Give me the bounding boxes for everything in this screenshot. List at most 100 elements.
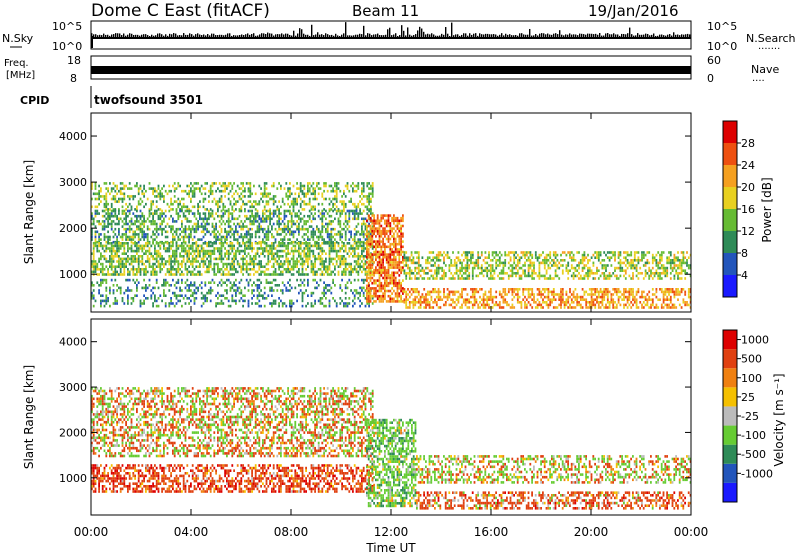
heatmap-cell — [190, 252, 192, 255]
heatmap-cell — [148, 278, 151, 282]
heatmap-cell — [163, 220, 165, 223]
heatmap-cell — [154, 294, 156, 297]
heatmap-cell — [96, 249, 99, 253]
heatmap-cell — [330, 189, 333, 193]
heatmap-cell — [188, 244, 190, 248]
heatmap-cell — [491, 277, 494, 280]
heatmap-cell — [211, 189, 214, 193]
heatmap-cell — [152, 200, 154, 203]
nsky-bar — [91, 36, 93, 48]
heatmap-cell — [235, 217, 237, 221]
heatmap-cell — [369, 235, 372, 238]
heatmap-cell — [382, 271, 384, 275]
heatmap-cell — [197, 205, 199, 209]
nsky-bar — [501, 33, 503, 37]
heatmap-cell — [229, 200, 232, 203]
heatmap-cell — [378, 245, 381, 249]
heatmap-cell — [538, 253, 541, 257]
heatmap-cell — [414, 274, 417, 278]
heatmap-cell — [114, 222, 117, 226]
heatmap-cell — [303, 222, 306, 226]
heatmap-cell — [184, 265, 187, 268]
heatmap-cell — [289, 242, 291, 245]
heatmap-cell — [152, 273, 154, 276]
heatmap-cell — [245, 262, 248, 266]
heatmap-cell — [92, 255, 95, 258]
heatmap-cell — [308, 217, 311, 221]
heatmap-cell — [393, 276, 395, 280]
heatmap-cell — [209, 184, 212, 188]
heatmap-cell — [308, 214, 311, 218]
heatmap-cell — [215, 257, 217, 261]
heatmap-cell — [464, 269, 467, 272]
heatmap-cell — [533, 264, 535, 267]
heatmap-cell — [127, 235, 129, 239]
heatmap-cell — [419, 274, 422, 278]
heatmap-cell — [193, 192, 196, 196]
heatmap-cell — [262, 212, 264, 215]
heatmap-cell — [134, 195, 136, 198]
heatmap-cell — [164, 273, 167, 276]
heatmap-cell — [245, 233, 248, 236]
heatmap-cell — [280, 255, 282, 258]
heatmap-cell — [146, 242, 149, 245]
nsky-bar — [491, 34, 493, 37]
heatmap-cell — [538, 269, 541, 272]
heatmap-cell — [380, 266, 383, 269]
heatmap-cell — [170, 262, 172, 266]
heatmap-cell — [301, 281, 304, 284]
heatmap-cell — [323, 238, 325, 241]
heatmap-cell — [105, 299, 108, 303]
heatmap-cell — [238, 225, 241, 228]
heatmap-cell — [96, 281, 99, 284]
heatmap-cell — [565, 264, 568, 267]
heatmap-cell — [245, 255, 248, 258]
heatmap-cell — [181, 278, 183, 282]
heatmap-cell — [299, 242, 302, 245]
heatmap-cell — [319, 233, 322, 236]
heatmap-cell — [188, 235, 190, 239]
heatmap-cell — [516, 253, 519, 257]
heatmap-cell — [369, 219, 372, 223]
heatmap-cell — [177, 184, 180, 188]
heatmap-cell — [132, 297, 135, 300]
heatmap-cell — [269, 220, 271, 223]
heatmap-cell — [269, 244, 271, 248]
heatmap-cell — [155, 281, 158, 284]
heatmap-cell — [343, 270, 345, 274]
heatmap-cell — [184, 262, 187, 266]
heatmap-cell — [98, 197, 100, 201]
heatmap-cell — [199, 252, 201, 255]
heatmap-cell — [130, 247, 133, 250]
heatmap-cell — [265, 220, 268, 223]
heatmap-cell — [188, 252, 190, 255]
heatmap-cell — [181, 249, 183, 253]
heatmap-cell — [206, 270, 208, 274]
heatmap-cell — [393, 284, 395, 288]
heatmap-cell — [231, 286, 234, 290]
heatmap-cell — [545, 256, 548, 259]
heatmap-cell — [394, 263, 397, 267]
heatmap-cell — [118, 286, 120, 290]
heatmap-cell — [224, 189, 226, 193]
heatmap-cell — [220, 238, 223, 241]
heatmap-cell — [128, 227, 131, 231]
heatmap-cell — [344, 205, 347, 209]
heatmap-cell — [348, 238, 351, 241]
heatmap-cell — [369, 237, 372, 241]
heatmap-cell — [155, 299, 158, 303]
heatmap-cell — [341, 247, 343, 250]
heatmap-cell — [141, 247, 144, 250]
nsky-bar — [467, 35, 469, 37]
heatmap-cell — [538, 274, 541, 278]
heatmap-cell — [394, 276, 397, 280]
heatmap-cell — [357, 252, 360, 255]
heatmap-cell — [581, 269, 584, 272]
heatmap-cell — [378, 237, 381, 241]
heatmap-cell — [208, 262, 210, 266]
heatmap-cell — [118, 212, 120, 215]
heatmap-cell — [173, 189, 176, 193]
heatmap-cell — [328, 265, 331, 268]
heatmap-cell — [163, 217, 165, 221]
heatmap-cell — [181, 304, 183, 308]
